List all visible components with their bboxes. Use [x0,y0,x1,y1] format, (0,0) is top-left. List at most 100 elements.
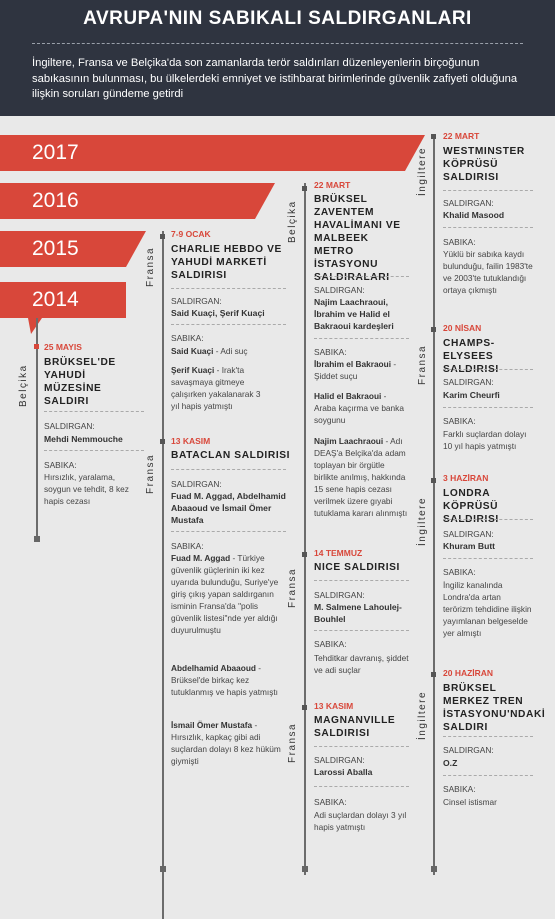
divider [314,630,409,631]
record-label: SABIKA: [171,541,204,551]
country-label-france: Fransa [145,453,156,494]
divider [171,531,286,532]
record-label: SABIKA: [314,347,347,357]
record-label: SABIKA: [443,567,476,577]
header-divider [32,43,523,44]
record-person: Abdelhamid Abaaoud [171,663,256,673]
event-title: BATACLAN SALDIRISI [171,450,291,461]
record-label: SABIKA: [314,797,347,807]
record-person: Halid el Bakraoui [314,391,382,401]
record-label: SABIKA: [443,784,476,794]
record-text: - Araba kaçırma ve banka soygunu [314,391,404,425]
year-band-2017: 2017 [0,135,405,171]
year-tail-2014 [28,318,42,334]
event-title: LONDRA KÖPRÜSÜ SALDIRISI [443,488,499,525]
divider [443,227,533,228]
event-date: 20 HAZİRAN [443,668,494,678]
divider [443,558,533,559]
attacker-value: Khuram Butt [443,541,496,551]
event-title: CHAMPS-ELYSEES SALDIRISI [443,338,499,375]
timeline-marker [431,327,436,332]
year-band-2016: 2016 [0,183,255,219]
event-date: 22 MART [314,180,351,190]
timeline-marker [431,134,436,139]
record-label: SABIKA: [44,460,77,470]
divider [171,469,286,470]
event-date: 13 KASIM [314,701,354,711]
attacker-label: SALDIRGAN: [314,590,365,600]
timeline-2017 [433,135,435,875]
record-entry: Said Kuaçi - Adi suç [171,345,286,357]
event-date: 3 HAZİRAN [443,473,489,483]
attacker-label: SALDIRGAN: [314,755,365,765]
divider [314,580,409,581]
event-date: 25 MAYIS [44,342,82,352]
record-value: Tehditkar davranış, şiddet ve adi suçlar [314,653,409,675]
divider [171,324,286,325]
attacker-value: Said Kuaçi, Şerif Kuaçi [171,308,265,318]
record-person: Fuad M. Aggad [171,553,231,563]
divider [171,288,286,289]
record-entry: İsmail Ömer Mustafa - Hırsızlık, kapkaç … [171,719,286,767]
record-value: Yüklü bir sabıka kaydı bulunduğu, failin… [443,249,533,295]
timeline-marker [302,705,307,710]
country-label-uk: İngiltere [417,146,428,196]
attacker-label: SALDIRGAN: [171,296,222,306]
attacker-label: SALDIRGAN: [443,198,494,208]
event-date: 14 TEMMUZ [314,548,363,558]
divider [44,450,144,451]
timeline-marker [160,439,165,444]
record-value: İngiliz kanalında Londra'da artan teröri… [443,580,532,638]
header: AVRUPA'NIN SABIKALI SALDIRGANLARI İngilt… [0,0,555,116]
timeline-marker [431,672,436,677]
country-label-uk: İngiltere [417,690,428,740]
timeline-end [34,536,40,542]
record-entry: Şerif Kuaçi - Irak'ta savaşmaya gitmeye … [171,364,271,412]
divider [314,276,409,277]
record-entry: Najim Laachraoui - Adı DEAŞ'a Belçika'da… [314,435,409,519]
event-date: 13 KASIM [171,436,211,446]
record-entry: Abdelhamid Abaaoud - Brüksel'de birkaç k… [171,662,281,698]
divider [44,411,144,412]
record-text: - Adi suç [213,346,248,356]
attacker-value: Fuad M. Aggad, Abdelhamid Abaaoud ve İsm… [171,491,286,525]
country-label-belgium: Belçika [287,200,298,243]
record-text: - Adı DEAŞ'a Belçika'da adam toplayan bi… [314,436,408,518]
attacker-value: Khalid Masood [443,210,505,220]
record-value: Farklı suçlardan dolayı 10 yıl hapis yat… [443,429,527,451]
page-title: AVRUPA'NIN SABIKALI SALDIRGANLARI [83,8,472,29]
timeline-2015 [162,231,164,919]
event-title: WESTMINSTER KÖPRÜSÜ SALDIRISI [443,146,525,183]
record-person: Şerif Kuaçi [171,365,215,375]
record-value: Cinsel istismar [443,797,497,807]
record-value: Hırsızlık, yaralama, soygun ve tehdit, 8… [44,472,129,506]
event-date: 22 MART [443,131,480,141]
timeline-marker [431,478,436,483]
country-label-uk: İngiltere [417,496,428,546]
record-text: - Brüksel'de birkaç kez tutuklanmış ve h… [171,663,278,697]
event-title: NICE SALDIRISI [314,562,400,573]
event-title: BRÜKSEL'DE YAHUDİ MÜZESİNE SALDIRI [44,357,116,407]
divider [314,338,409,339]
timeline-2016 [304,183,306,875]
timeline-end [431,866,437,872]
event-title: CHARLIE HEBDO VE YAHUDİ MARKETİ SALDIRIS… [171,244,282,281]
record-text: - Türkiye güvenlik güçlerinin iki kez uy… [171,553,279,635]
attacker-value: Karim Cheurfi [443,390,500,400]
attacker-value: O.Z [443,758,458,768]
attacker-label: SALDIRGAN: [171,479,222,489]
timeline-marker [302,552,307,557]
record-person: Said Kuaçi [171,346,214,356]
year-band-2014: 2014 [0,282,126,318]
country-label-belgium: Belçika [18,364,29,407]
timeline-marker [160,234,165,239]
event-date: 7-9 OCAK [171,229,211,239]
event-date: 20 NİSAN [443,323,482,333]
divider [443,775,533,776]
timeline-end [302,866,308,872]
record-label: SABIKA: [171,333,204,343]
year-arrow-2016 [255,183,275,219]
divider [443,519,533,520]
country-label-france: Fransa [417,344,428,385]
country-label-france: Fransa [287,722,298,763]
